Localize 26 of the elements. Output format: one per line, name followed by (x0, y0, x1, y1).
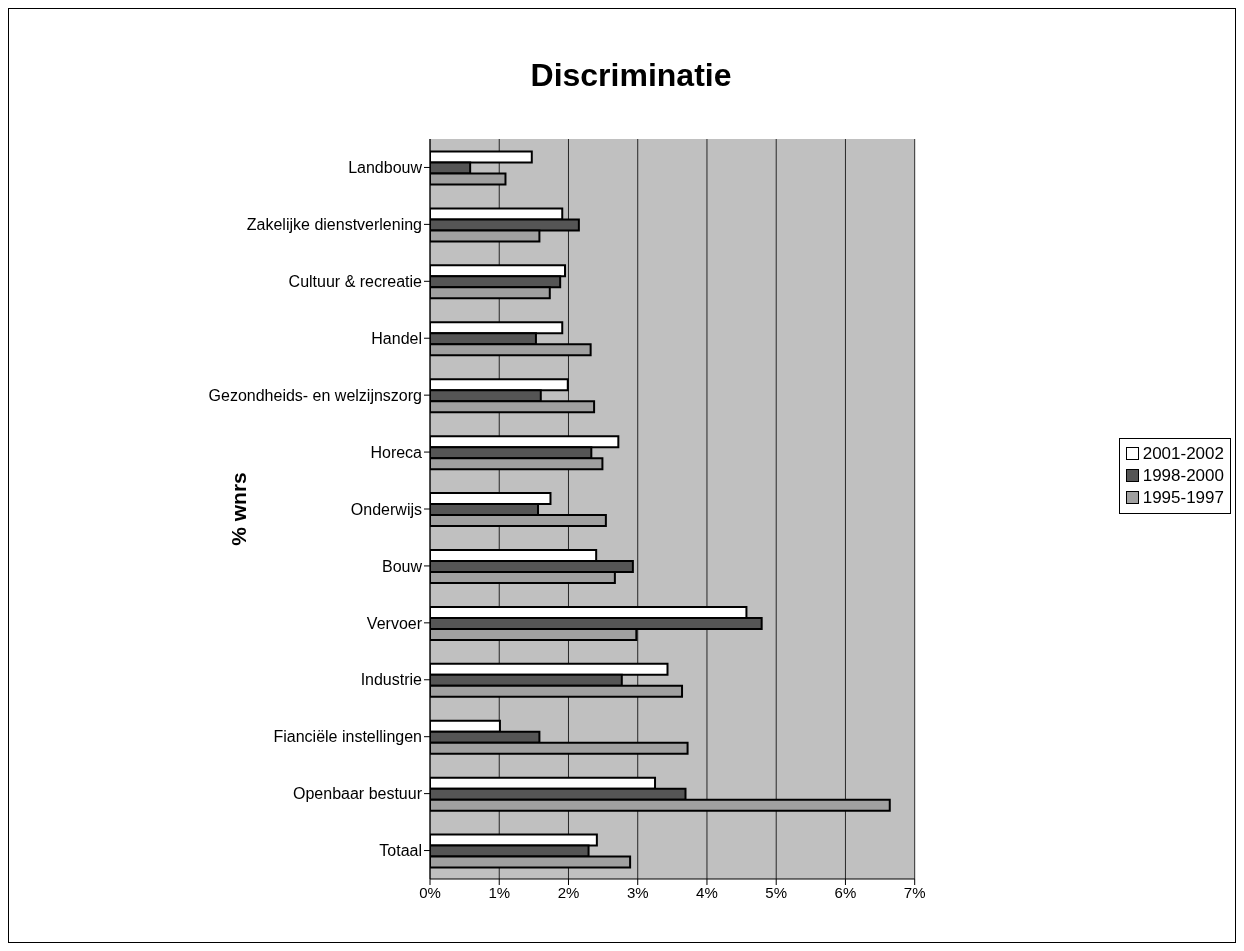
chart-title: Discriminatie (529, 57, 733, 94)
y-tick-label: Openbaar bestuur (293, 785, 423, 803)
y-tick-label: Landbouw (348, 159, 423, 177)
x-tick-label: 4% (696, 883, 718, 901)
y-tick-label: Vervoer (366, 614, 423, 632)
x-tick-label: 1% (488, 883, 511, 901)
y-tick-label: Handel (371, 329, 422, 347)
x-tick-label: 3% (626, 883, 649, 901)
legend-label: 1998-2000 (1142, 464, 1224, 487)
y-axis-title: % wnrs (227, 472, 251, 546)
y-tick-label: Cultuur & recreatie (288, 272, 423, 290)
x-tick-label: 2% (557, 883, 580, 901)
legend-label: 2001-2002 (1142, 442, 1224, 465)
x-tick-label: 6% (834, 883, 857, 901)
x-tick-label: 5% (765, 883, 788, 901)
y-tick-label: Horeca (370, 443, 423, 461)
y-tick-label: Gezondheids- en welzijnszorg (208, 386, 422, 404)
y-tick-label: Zakelijke dienstverlening (246, 216, 422, 234)
y-tick-label: Industrie (360, 671, 423, 689)
x-tick-label: 7% (903, 883, 926, 901)
y-tick-label: Bouw (381, 557, 423, 575)
x-tick-label: 0% (419, 883, 441, 901)
y-tick-label: Totaal (379, 842, 422, 860)
y-tick-label: Onderwijs (350, 500, 422, 518)
y-tick-label: Fianciële instellingen (273, 728, 422, 746)
legend-label: 1995-1997 (1142, 486, 1224, 509)
